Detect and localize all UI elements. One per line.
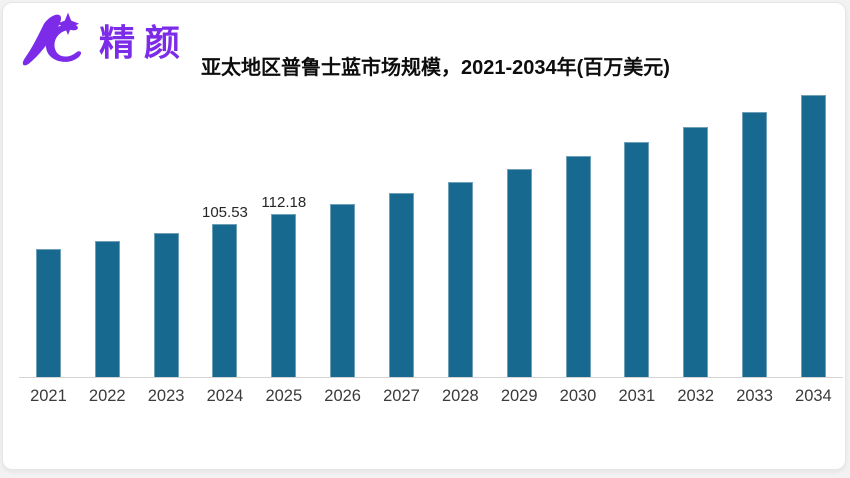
bar-column-2025: 112.18 <box>254 81 313 377</box>
x-axis-label-2021: 2021 <box>30 387 67 405</box>
bar-column-2024: 105.53 <box>196 81 255 377</box>
bar-2025 <box>271 214 297 377</box>
bar-2031 <box>624 142 650 377</box>
x-axis-label-2026: 2026 <box>324 387 361 405</box>
x-axis-label-2032: 2032 <box>677 387 715 405</box>
x-axis-label-2025: 2025 <box>265 387 303 405</box>
bar-column-2028 <box>431 81 490 377</box>
bar-2028 <box>447 181 473 377</box>
bar-column-2034 <box>784 81 843 377</box>
bar-column-2022 <box>78 81 137 377</box>
x-axis-label-2029: 2029 <box>500 387 538 405</box>
bar-column-2023 <box>137 81 196 377</box>
chart-plot-area: 105.53 112.18 <box>19 81 843 378</box>
bar-column-2033 <box>725 81 784 377</box>
bar-2024 <box>212 223 238 377</box>
x-axis-label-2030: 2030 <box>559 387 597 405</box>
brand-name: 精颜 <box>99 22 190 63</box>
chart-title: 亚太地区普鲁士蓝市场规模，2021-2034年(百万美元) <box>201 57 670 79</box>
x-axis: 2021 2022 2023 2024 2025 2026 2027 2028 2029 2030… <box>19 387 843 406</box>
bar-2029 <box>506 169 532 377</box>
x-axis-label-2023: 2023 <box>147 387 185 405</box>
bar-column-2032 <box>666 81 725 377</box>
x-axis-label-2031: 2031 <box>618 387 656 405</box>
x-axis-label-2027: 2027 <box>383 387 420 405</box>
bar-2034 <box>800 94 826 377</box>
x-axis-label-2022: 2022 <box>88 387 126 405</box>
bar-column-2029 <box>490 81 549 377</box>
bar-2026 <box>330 204 356 377</box>
x-axis-label-2033: 2033 <box>736 387 773 405</box>
bar-2023 <box>153 233 179 377</box>
bar-column-2027 <box>372 81 431 377</box>
bar-column-2031 <box>607 81 666 377</box>
bar-value-label-2025: 112.18 <box>261 194 307 212</box>
brand-logo: 精颜 <box>19 11 189 75</box>
bar-column-2026 <box>313 81 372 377</box>
bar-2033 <box>742 111 768 377</box>
bar-column-2021 <box>19 81 78 377</box>
bar-2021 <box>35 249 61 377</box>
x-axis-label-2024: 2024 <box>206 387 244 405</box>
bar-2027 <box>388 193 414 377</box>
jc-logo-icon <box>22 12 82 66</box>
bar-2032 <box>683 127 709 377</box>
bar-2030 <box>565 156 591 377</box>
bar-2022 <box>94 241 120 377</box>
x-axis-label-2028: 2028 <box>441 387 479 405</box>
chart-card: 精颜 亚太地区普鲁士蓝市场规模，2021-2034年(百万美元) 105.53 1… <box>2 2 846 470</box>
bar-chart: 105.53 112.18 2021 2022 2023 2024 2025 2026 202… <box>19 81 843 406</box>
bar-value-label-2024: 105.53 <box>202 203 248 221</box>
bar-column-2030 <box>549 81 608 377</box>
x-axis-label-2034: 2034 <box>795 387 832 405</box>
